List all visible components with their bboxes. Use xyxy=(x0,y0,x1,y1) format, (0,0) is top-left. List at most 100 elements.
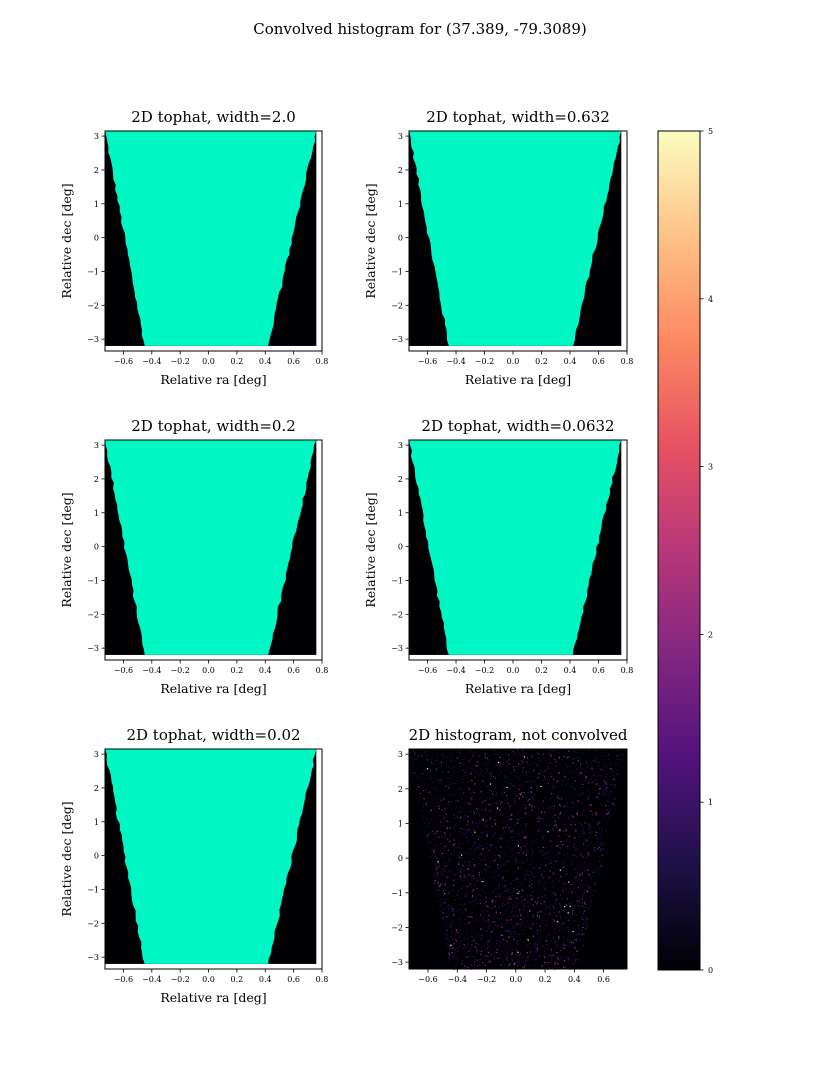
histogram-pixel xyxy=(517,944,519,946)
histogram-pixel xyxy=(504,880,507,882)
histogram-pixel xyxy=(607,800,609,802)
histogram-pixel xyxy=(440,850,442,852)
histogram-pixel xyxy=(561,877,563,879)
histogram-pixel xyxy=(453,783,455,785)
histogram-pixel xyxy=(549,798,551,800)
histogram-pixel xyxy=(428,767,430,769)
histogram-pixel xyxy=(495,895,497,898)
histogram-pixel xyxy=(505,930,507,932)
histogram-pixel xyxy=(433,762,435,765)
histogram-pixel xyxy=(523,785,525,787)
histogram-pixel xyxy=(518,908,520,910)
histogram-pixel xyxy=(590,763,592,765)
histogram-pixel xyxy=(540,850,542,852)
histogram-pixel xyxy=(551,805,553,807)
histogram-pixel xyxy=(495,847,497,849)
histogram-pixel xyxy=(603,780,605,782)
histogram-pixel xyxy=(553,892,556,895)
histogram-pixel xyxy=(473,890,475,892)
histogram-pixel xyxy=(553,907,555,910)
histogram-pixel xyxy=(594,850,596,852)
histogram-pixel xyxy=(469,901,471,903)
histogram-pixel xyxy=(550,819,552,821)
histogram-pixel xyxy=(421,810,423,812)
histogram-pixel xyxy=(460,926,462,928)
histogram-pixel xyxy=(467,955,469,957)
histogram-pixel xyxy=(494,777,496,779)
histogram-pixel xyxy=(537,822,539,824)
histogram-pixel xyxy=(445,897,448,899)
histogram-pixel xyxy=(554,836,557,838)
histogram-pixel xyxy=(432,815,434,817)
histogram-pixel xyxy=(451,931,453,933)
histogram-pixel xyxy=(459,945,461,947)
histogram-pixel xyxy=(513,930,515,932)
histogram-pixel xyxy=(478,944,480,946)
histogram-pixel xyxy=(478,755,480,757)
histogram-pixel xyxy=(583,861,586,863)
histogram-pixel xyxy=(462,833,464,835)
histogram-pixel xyxy=(555,902,557,904)
histogram-pixel xyxy=(483,801,485,803)
histogram-pixel xyxy=(592,875,594,877)
histogram-pixel xyxy=(452,766,454,768)
histogram-pixel xyxy=(461,810,463,812)
subplot-title: 2D tophat, width=0.2 xyxy=(131,417,296,435)
histogram-pixel xyxy=(475,765,477,767)
histogram-pixel xyxy=(604,788,606,790)
histogram-pixel xyxy=(600,828,602,830)
histogram-pixel xyxy=(580,765,582,768)
histogram-pixel xyxy=(492,793,494,795)
histogram-pixel xyxy=(515,870,517,872)
histogram-pixel xyxy=(548,762,550,764)
histogram-pixel xyxy=(536,940,539,942)
histogram-pixel xyxy=(495,780,497,782)
histogram-pixel xyxy=(556,945,558,947)
histogram-pixel xyxy=(554,820,556,822)
histogram-pixel xyxy=(460,781,462,783)
histogram-pixel xyxy=(517,940,519,942)
histogram-pixel xyxy=(590,777,592,779)
histogram-pixel xyxy=(485,830,487,832)
histogram-pixel xyxy=(440,842,442,845)
histogram-pixel xyxy=(506,966,508,968)
histogram-pixel xyxy=(461,863,463,865)
histogram-pixel xyxy=(589,834,591,836)
histogram-pixel xyxy=(433,849,435,851)
histogram-pixel xyxy=(541,874,543,876)
histogram-pixel xyxy=(577,794,579,796)
histogram-pixel xyxy=(475,935,477,937)
histogram-pixel xyxy=(443,798,445,800)
histogram-pixel xyxy=(518,833,521,835)
histogram-pixel xyxy=(544,889,546,891)
histogram-pixel xyxy=(497,958,499,960)
histogram-pixel xyxy=(427,833,430,835)
histogram-pixel xyxy=(484,753,486,755)
histogram-pixel xyxy=(437,873,439,875)
histogram-pixel xyxy=(450,955,452,957)
histogram-pixel xyxy=(574,828,576,830)
histogram-pixel xyxy=(548,877,550,879)
histogram-pixel xyxy=(491,791,493,793)
histogram-pixel xyxy=(556,924,558,926)
histogram-pixel xyxy=(586,928,588,930)
histogram-pixel xyxy=(444,790,446,792)
histogram-pixel xyxy=(441,778,443,780)
histogram-pixel xyxy=(481,923,483,925)
histogram-pixel xyxy=(450,936,452,938)
histogram-pixel xyxy=(542,807,544,809)
histogram-pixel xyxy=(498,905,500,907)
histogram-pixel xyxy=(576,915,578,917)
histogram-pixel xyxy=(500,964,502,966)
histogram-pixel xyxy=(601,769,603,771)
histogram-pixel xyxy=(548,913,551,915)
histogram-pixel xyxy=(509,816,511,818)
histogram-pixel xyxy=(518,767,520,769)
x-tick-label: 0.8 xyxy=(316,666,329,675)
histogram-pixel xyxy=(449,794,451,796)
histogram-pixel xyxy=(565,841,568,843)
histogram-pixel xyxy=(573,953,575,955)
histogram-pixel xyxy=(499,765,501,767)
y-tick-label: 0 xyxy=(398,234,403,243)
histogram-pixel xyxy=(462,764,464,766)
